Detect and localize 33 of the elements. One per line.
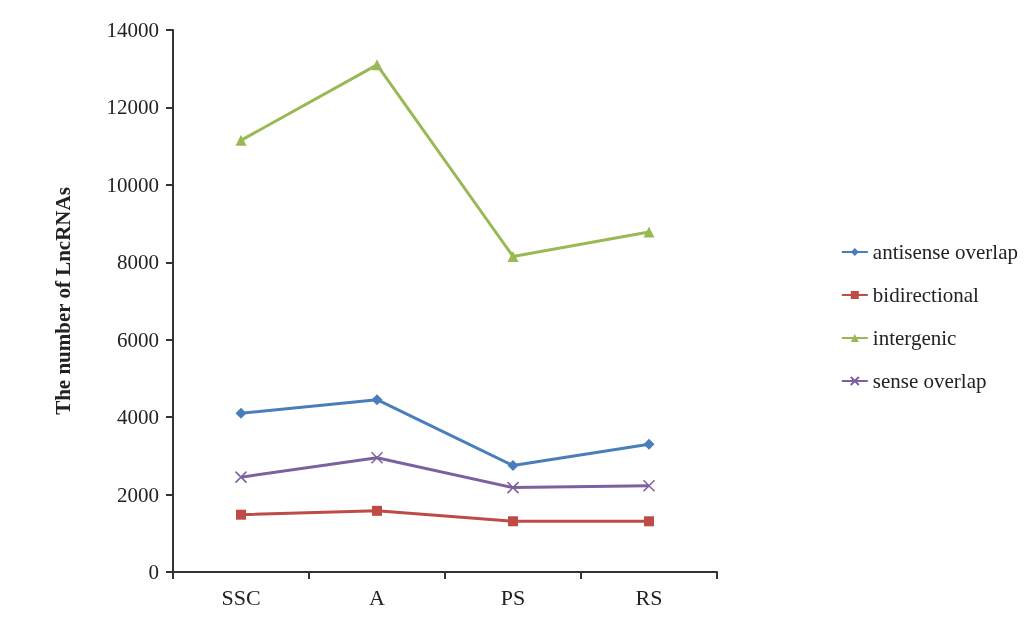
y-tick-label: 2000 <box>117 482 159 507</box>
point <box>644 516 654 527</box>
point <box>371 59 383 71</box>
y-axis-title: The number of LncRNAs <box>50 187 75 415</box>
point <box>643 226 655 238</box>
y-tick-label: 0 <box>148 560 159 584</box>
point <box>507 460 519 472</box>
point <box>371 394 383 406</box>
point <box>370 451 384 465</box>
y-tick-label: 8000 <box>117 250 159 275</box>
x-tick-label: A <box>369 584 386 610</box>
legend-label: antisense overlap <box>872 240 1019 264</box>
legend-label: bidirectional <box>872 283 980 307</box>
x-tick-label: RS <box>635 584 663 610</box>
x-tick-label: SSC <box>221 584 261 610</box>
point <box>506 481 520 494</box>
legend-label: sense overlap <box>872 369 987 393</box>
y-tick-label: 10000 <box>106 172 159 197</box>
point <box>235 407 247 419</box>
y-tick-label: 6000 <box>117 327 159 352</box>
point <box>508 516 518 527</box>
y-tick-label: 4000 <box>117 405 159 430</box>
y-tick-label: 12000 <box>106 95 159 120</box>
point <box>236 509 246 520</box>
point <box>372 505 382 516</box>
y-tick-label: 14000 <box>106 18 159 42</box>
legend-label: intergenic <box>872 326 957 350</box>
point <box>235 134 247 146</box>
point <box>234 470 248 484</box>
x-tick-label: PS <box>500 584 526 610</box>
point <box>643 438 655 450</box>
point <box>642 479 656 492</box>
point <box>507 250 519 262</box>
